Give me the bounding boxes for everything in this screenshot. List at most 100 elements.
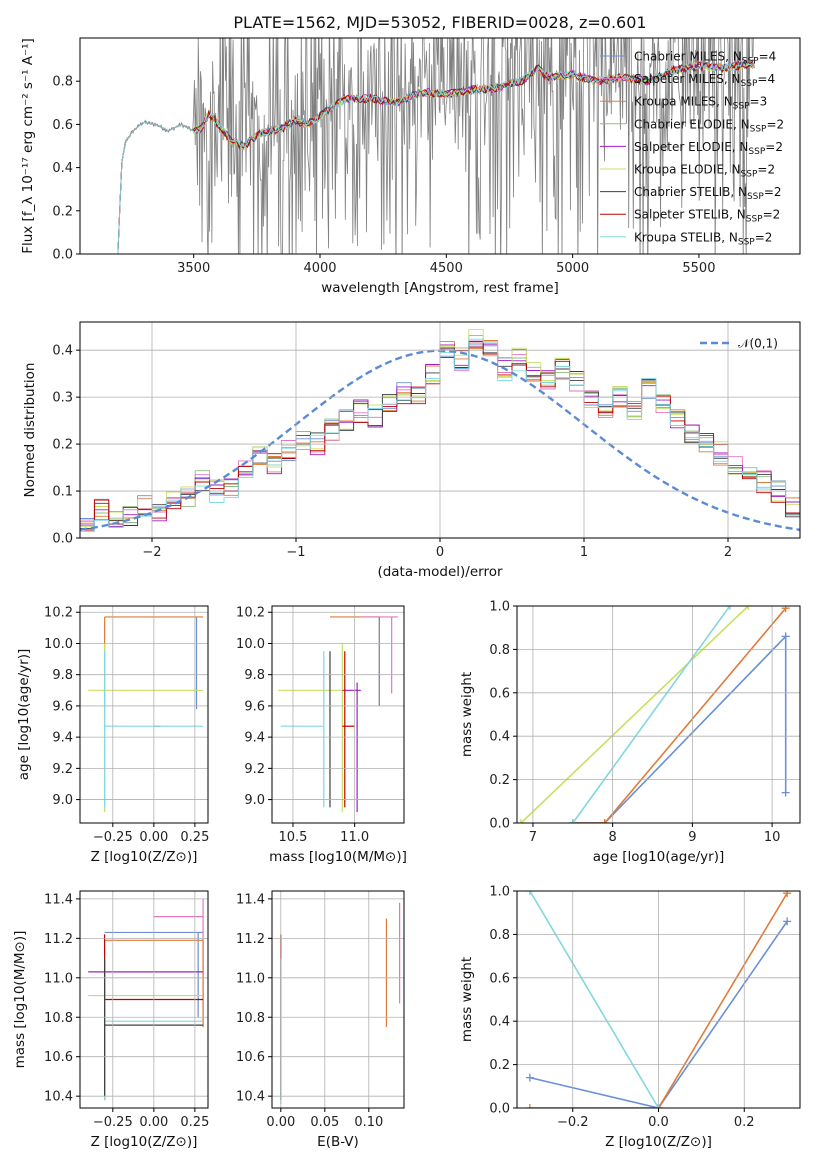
x-axis-label: age [log10(age/yr)]	[593, 849, 725, 865]
y-tick-label: 9.4	[52, 731, 73, 746]
chart-weight-vs-age: 7 8 9 10 0.0 0.2 0.4 0.6 0.8 1.0 age [log10(age/yr…	[459, 600, 801, 865]
y-tick-label: 0.4	[489, 1015, 510, 1030]
legend-sub: SSP	[741, 170, 758, 180]
y-tick-label: 11.0	[236, 971, 265, 986]
legend-eq: =	[750, 95, 760, 109]
x-tick-label: 3500	[177, 261, 210, 276]
x-tick-label: 2	[724, 545, 732, 560]
model-line	[117, 59, 755, 254]
chart-weight-vs-Z: −0.2 0.0 0.2 0.0 0.2 0.4 0.6 0.8 1.0 Z [log10(Z/Z…	[459, 885, 801, 1150]
legend-label: Chabrier ELODIE, NSSP=2	[634, 117, 784, 134]
x-tick-label: 1	[580, 545, 588, 560]
legend-count: 4	[769, 50, 777, 64]
legend-eq: =	[757, 163, 767, 177]
x-axis-label: mass [log10(M/M⊙)]	[269, 849, 407, 865]
x-axis-label: Z [log10(Z/Z⊙)]	[91, 849, 198, 865]
y-tick-label: 0.8	[52, 75, 73, 90]
chart-age-vs-mass: 10.5 11.0 9.0 9.2 9.4 9.6 9.8 10.0 10.2 mass [log…	[236, 605, 407, 865]
x-tick-label: 5500	[682, 261, 715, 276]
series-point	[568, 819, 577, 823]
series-point	[517, 819, 525, 823]
x-tick-label: 0.10	[354, 1115, 383, 1130]
series-point	[600, 819, 609, 823]
y-tick-label: 0.0	[52, 248, 73, 263]
y-tick-label: 0.8	[489, 928, 510, 943]
series-line	[529, 891, 660, 1108]
y-tick-label: 0.1	[52, 485, 73, 500]
series-point	[525, 1104, 534, 1108]
legend-n: , N	[730, 185, 747, 199]
legend-count: 2	[773, 208, 781, 222]
legend-eq: =	[765, 140, 775, 154]
legend-series-name: Kroupa STELIB	[634, 230, 721, 244]
data-spectrum-line	[117, 38, 754, 254]
axes-frame	[516, 605, 801, 824]
y-tick-label: 0.4	[52, 344, 73, 359]
y-axis-label: mass [log10(M/M⊙)]	[12, 931, 28, 1069]
y-tick-label: 11.4	[236, 892, 265, 907]
x-tick-label: 0.25	[180, 830, 209, 845]
grid-lines	[517, 605, 800, 824]
y-tick-label: 10.0	[44, 637, 73, 652]
y-axis-label: Flux [f_λ 10⁻¹⁷ erg cm⁻² s⁻¹ A⁻¹]	[20, 38, 36, 254]
legend-n: , N	[732, 140, 749, 154]
y-tick-label: 10.8	[236, 1011, 265, 1026]
legend-sub: SSP	[742, 57, 759, 67]
y-tick-label: 9.6	[52, 699, 73, 714]
y-tick-label: 0.6	[489, 686, 510, 701]
legend-sub: SSP	[750, 124, 767, 134]
y-tick-label: 0.4	[52, 161, 73, 176]
legend-n: , N	[724, 72, 741, 86]
x-tick-label: 0.00	[139, 1115, 168, 1130]
y-tick-label: 10.2	[236, 606, 265, 621]
x-tick-label: 11.0	[340, 830, 369, 845]
x-tick-label: 5000	[556, 261, 589, 276]
y-tick-label: 0.6	[489, 971, 510, 986]
legend-sub: SSP	[746, 215, 763, 225]
legend-eq: =	[764, 185, 774, 199]
legend-label: Chabrier STELIB, NSSP=2	[634, 185, 782, 202]
y-tick-label: 1.0	[489, 600, 510, 615]
legend-n: , N	[721, 230, 738, 244]
legend-eq: =	[766, 117, 776, 131]
x-tick-label: −2	[142, 545, 161, 560]
plot-area	[117, 38, 755, 254]
legend-label: 𝒩(0,1)	[738, 337, 778, 351]
axes-frame	[79, 890, 209, 1109]
axes-frame	[271, 890, 405, 1109]
y-tick-label: 10.6	[44, 1050, 73, 1065]
y-tick-label: 10.2	[44, 606, 73, 621]
x-tick-label: 0.25	[180, 1115, 209, 1130]
y-tick-label: 9.0	[244, 793, 265, 808]
legend-series-name: Salpeter MILES	[634, 72, 724, 86]
x-tick-label: 0.0	[648, 1115, 669, 1130]
y-tick-label: 0.8	[489, 643, 510, 658]
x-tick-label: 0	[436, 545, 444, 560]
plot-area	[517, 606, 790, 823]
legend-eq: =	[755, 230, 765, 244]
y-axis-label: mass weight	[459, 957, 475, 1042]
legend-series-name: Kroupa ELODIE	[634, 163, 724, 177]
y-tick-label: 0.2	[489, 1058, 510, 1073]
grid-lines	[272, 606, 404, 823]
y-tick-label: 9.8	[52, 668, 73, 683]
chart-age-vs-Z: −0.25 0.00 0.25 9.0 9.2 9.4 9.6 9.8 10.0 10.2 Z [l…	[16, 605, 209, 865]
x-tick-label: 8	[609, 830, 617, 845]
legend-series-name: Chabrier MILES	[634, 50, 725, 64]
chart-title: PLATE=1562, MJD=53052, FIBERID=0028, z=0…	[233, 13, 646, 32]
chart-residuals: −2 −1 0 1 2 0.0 0.1 0.2 0.3 0.4 (data-model)/error…	[22, 321, 801, 580]
x-axis-label: (data-model)/error	[377, 564, 503, 580]
series-point	[783, 917, 792, 926]
x-tick-label: 10.5	[278, 830, 307, 845]
y-tick-label: 0.0	[489, 1102, 510, 1117]
x-tick-label: 9	[688, 830, 696, 845]
plot-area	[278, 616, 398, 813]
series-line	[572, 607, 787, 823]
x-tick-label: 10	[764, 830, 781, 845]
legend-label: Salpeter STELIB, NSSP=2	[634, 208, 780, 225]
y-tick-label: 0.3	[52, 391, 73, 406]
legend-count: 2	[777, 117, 785, 131]
x-tick-label: 0.00	[266, 1115, 295, 1130]
legend: 𝒩(0,1)	[700, 337, 778, 351]
